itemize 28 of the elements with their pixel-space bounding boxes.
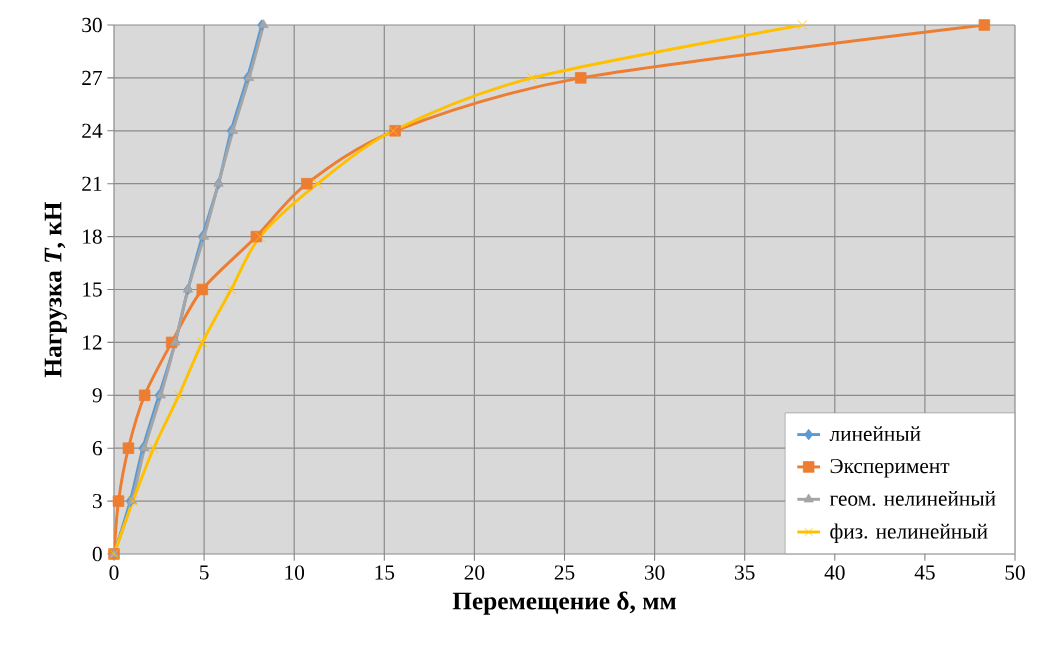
y-tick-label: 30 <box>82 17 102 33</box>
legend-label: физ. нелинейный <box>830 523 988 543</box>
legend-label: Эксперимент <box>830 458 950 478</box>
x-tick-label: 40 <box>824 565 845 580</box>
legend-label: геом. нелинейный <box>829 491 996 506</box>
x-tick-label: 30 <box>644 565 665 580</box>
y-tick-label: 6 <box>92 441 102 456</box>
x-tick-label: 5 <box>200 565 209 580</box>
y-axis-title: Нагрузка T, кН <box>44 201 67 378</box>
x-tick-label: 25 <box>554 565 575 580</box>
y-tick-label: 21 <box>82 176 102 191</box>
y-tick-label: 18 <box>83 229 102 244</box>
y-tick-label: 9 <box>92 388 102 403</box>
x-axis-title: Перемещение δ, мм <box>452 591 676 615</box>
x-tick-label: 10 <box>285 565 305 580</box>
x-tick-label: 35 <box>735 565 755 580</box>
x-tick-label: 50 <box>1005 565 1025 580</box>
y-tick-label: 3 <box>92 493 102 509</box>
legend-label: линейный <box>829 426 921 442</box>
y-tick-label: 0 <box>92 546 102 562</box>
x-tick-label: 0 <box>109 565 119 580</box>
x-tick-label: 45 <box>914 565 935 580</box>
y-tick-label: 24 <box>82 123 103 138</box>
x-tick-label: 20 <box>464 565 485 580</box>
y-tick-label: 12 <box>83 335 102 350</box>
y-tick-label: 27 <box>82 70 103 85</box>
y-tick-label: 15 <box>83 282 102 297</box>
x-tick-label: 15 <box>375 565 395 580</box>
